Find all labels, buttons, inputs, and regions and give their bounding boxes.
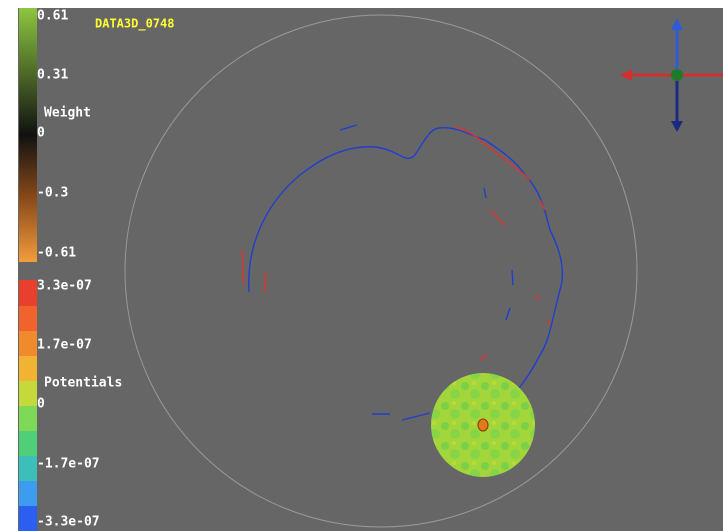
weight-gradient bbox=[19, 8, 37, 262]
color-step bbox=[19, 280, 37, 306]
color-step bbox=[19, 431, 37, 456]
arrowhead bbox=[620, 69, 632, 81]
fibers bbox=[241, 124, 564, 426]
axis-origin bbox=[671, 69, 683, 81]
color-step bbox=[19, 481, 37, 506]
fiber-segment bbox=[339, 124, 514, 421]
color-step bbox=[19, 381, 37, 406]
color-step bbox=[19, 306, 37, 331]
color-step bbox=[19, 331, 37, 356]
fiber-segment bbox=[241, 199, 551, 361]
fiber-red bbox=[454, 126, 531, 181]
potentials-colorbar bbox=[19, 280, 37, 531]
orientation-axes bbox=[620, 18, 723, 132]
tick-label: 0 bbox=[37, 126, 45, 141]
viewport bbox=[18, 8, 723, 531]
color-step bbox=[19, 356, 37, 381]
tick-label: -0.61 bbox=[37, 246, 76, 261]
tick-label: 0.61 bbox=[37, 9, 68, 24]
weight-colorbar bbox=[19, 8, 37, 262]
colorbar-label: Potentials bbox=[44, 376, 122, 391]
fiber-blue bbox=[248, 127, 564, 426]
tick-label: 3.3e-07 bbox=[37, 279, 92, 294]
boundary-circle bbox=[124, 14, 638, 528]
arrowhead bbox=[671, 18, 683, 30]
tick-label: 0.31 bbox=[37, 68, 68, 83]
tick-label: 1.7e-07 bbox=[37, 338, 92, 353]
arrowhead bbox=[671, 121, 683, 132]
tick-label: -0.3 bbox=[37, 186, 68, 201]
tick-label: 0 bbox=[37, 397, 45, 412]
dataset-title: DATA3D_0748 bbox=[95, 17, 174, 32]
color-step bbox=[19, 406, 37, 431]
colorbar-label: Weight bbox=[44, 106, 91, 121]
tick-label: -3.3e-07 bbox=[37, 515, 100, 530]
color-step bbox=[19, 456, 37, 481]
color-step bbox=[19, 506, 37, 531]
source-marker bbox=[477, 418, 489, 432]
tick-label: -1.7e-07 bbox=[37, 457, 100, 472]
